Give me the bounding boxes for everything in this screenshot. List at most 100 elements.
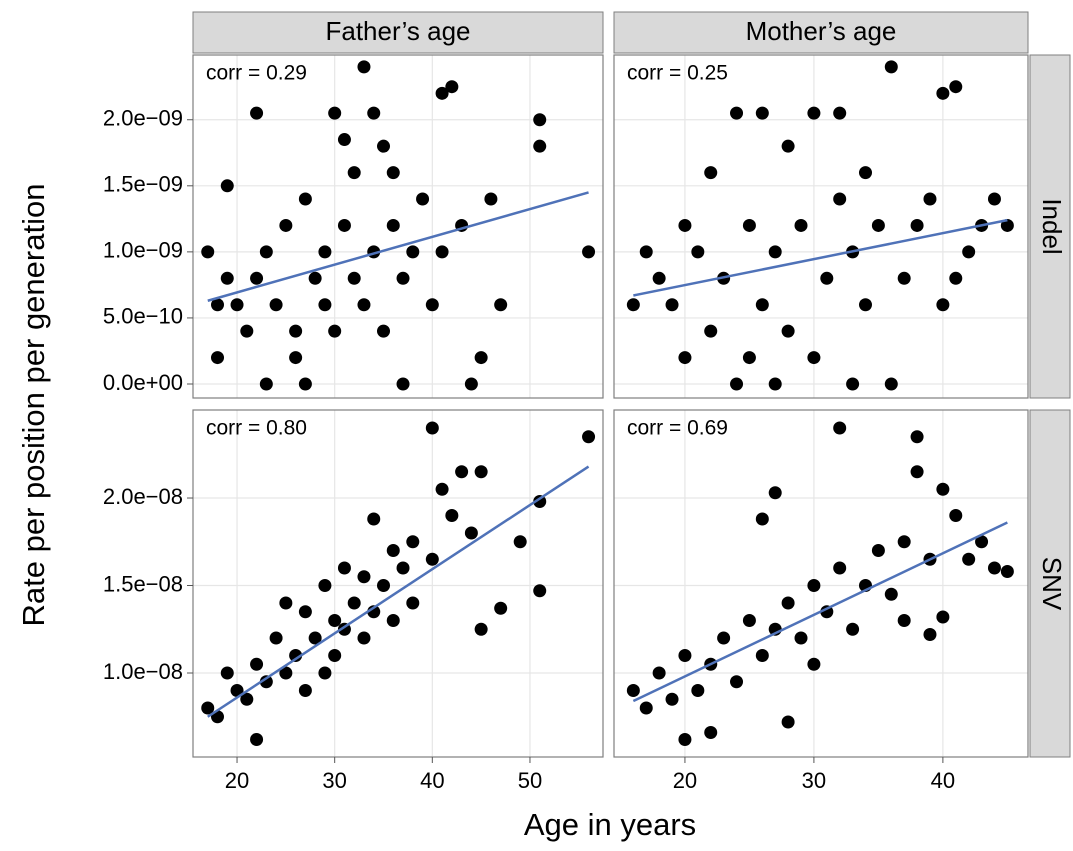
point (833, 106, 847, 120)
point (781, 324, 795, 338)
point (897, 271, 911, 285)
point (962, 552, 976, 566)
x-tick-label: 20 (673, 768, 697, 793)
point (259, 377, 273, 391)
point (367, 512, 381, 526)
point (230, 684, 244, 698)
point (279, 596, 293, 610)
point (755, 106, 769, 120)
point (691, 245, 705, 259)
point (704, 324, 718, 338)
strip (613, 11, 1029, 54)
point (425, 552, 439, 566)
point (220, 666, 234, 680)
point (377, 579, 391, 593)
point (884, 377, 898, 391)
annotation: corr = 0.29 (206, 62, 307, 85)
point (755, 512, 769, 526)
point (328, 614, 342, 628)
point (626, 298, 640, 312)
point (318, 245, 332, 259)
point (768, 377, 782, 391)
point (807, 657, 821, 671)
panel-background (193, 410, 603, 757)
point (807, 351, 821, 365)
point (250, 657, 264, 671)
point (445, 509, 459, 523)
point (652, 666, 666, 680)
point (678, 733, 692, 747)
point (949, 271, 963, 285)
point (742, 218, 756, 232)
point (897, 535, 911, 549)
point (533, 495, 547, 509)
point (781, 139, 795, 153)
panel-background (614, 55, 1028, 398)
point (201, 245, 215, 259)
point (289, 351, 303, 365)
point (406, 535, 420, 549)
point (665, 692, 679, 706)
annotation: corr = 0.25 (627, 62, 728, 85)
y-tick-label: 2.0e−08 (103, 484, 183, 509)
point (425, 421, 439, 435)
strip-label: Father’s age (325, 16, 470, 46)
point (884, 60, 898, 74)
point (704, 726, 718, 740)
point (337, 218, 351, 232)
point (328, 106, 342, 120)
panel-border (192, 54, 604, 399)
point (396, 561, 410, 575)
trend-line (207, 191, 589, 302)
x-tick-label: 20 (225, 768, 249, 793)
panel (613, 409, 1029, 758)
x-tick-label: 40 (931, 768, 955, 793)
x-tick-label: 40 (420, 768, 444, 793)
point (377, 324, 391, 338)
point (240, 324, 254, 338)
panel-border (613, 409, 1029, 758)
strip (1029, 409, 1071, 758)
point (742, 614, 756, 628)
point (962, 245, 976, 259)
point (678, 218, 692, 232)
point (691, 684, 705, 698)
point (513, 535, 527, 549)
point (455, 465, 469, 479)
point (250, 106, 264, 120)
point (474, 351, 488, 365)
point (211, 351, 225, 365)
trend-line (207, 465, 590, 718)
point (897, 614, 911, 628)
point (337, 133, 351, 147)
point (298, 684, 312, 698)
point (220, 271, 234, 285)
trend-line (632, 521, 1008, 703)
strip-label: Indel (1037, 198, 1067, 254)
point (639, 701, 653, 715)
point (474, 622, 488, 636)
point (474, 465, 488, 479)
point (318, 666, 332, 680)
point (923, 628, 937, 642)
point (230, 298, 244, 312)
point (279, 666, 293, 680)
point (936, 86, 950, 100)
point (298, 605, 312, 619)
point (582, 430, 596, 444)
point (250, 271, 264, 285)
point (386, 544, 400, 558)
point (858, 298, 872, 312)
point (308, 271, 322, 285)
point (328, 649, 342, 663)
point (406, 245, 420, 259)
point (910, 465, 924, 479)
point (936, 610, 950, 624)
point (820, 271, 834, 285)
point (347, 271, 361, 285)
strip (192, 11, 604, 54)
point (396, 377, 410, 391)
point (367, 106, 381, 120)
point (717, 631, 731, 645)
point (298, 377, 312, 391)
